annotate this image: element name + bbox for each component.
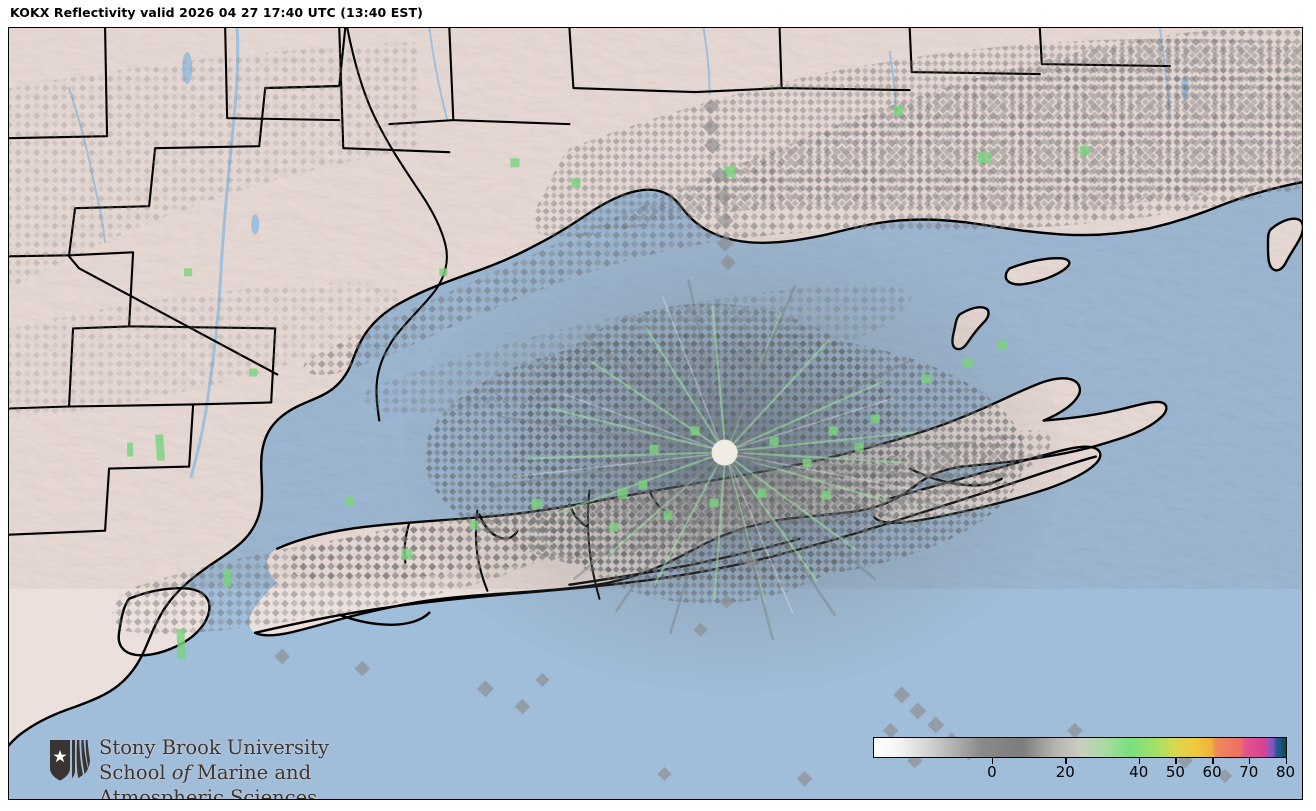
radar-map-canvas[interactable] (9, 28, 1302, 799)
colorbar-gradient (873, 737, 1287, 758)
boundary-13 (9, 403, 195, 536)
colorbar-tick-label: 70 (1239, 763, 1259, 781)
colorbar-tick (1248, 758, 1251, 764)
radar-map-frame[interactable]: 0 20 40 50 60 70 80 Stony Brook University Sch… (8, 27, 1303, 800)
colorbar-tick (1065, 758, 1067, 764)
radar-site-cone-of-silence (711, 439, 738, 466)
reflectivity-colorbar: 0 20 40 50 60 70 80 (873, 737, 1297, 789)
echo-speckle-group (9, 30, 1302, 634)
boundary-5 (568, 28, 697, 94)
echo-inland-north-2 (532, 38, 1302, 238)
echo-southwest (112, 515, 574, 634)
boundary-12 (67, 251, 135, 328)
page-title: KOKX Reflectivity valid 2026 04 27 17:40… (10, 5, 423, 20)
colorbar-tick (1285, 758, 1287, 764)
tributary-2 (428, 28, 449, 122)
lake-2 (251, 214, 260, 235)
colorbar-tick (1212, 758, 1214, 764)
coast-jamaica-bay (338, 611, 431, 626)
logo-line-2: School of Marine and (99, 760, 349, 785)
colorbar-tick (991, 758, 994, 764)
echo-green-cells (127, 106, 1090, 660)
colorbar-ticks (873, 758, 1287, 764)
echo-west-scatter-2 (9, 282, 401, 419)
colorbar-tick-labels: 0 20 40 50 60 70 80 (873, 763, 1295, 785)
colorbar-tick (1138, 758, 1141, 764)
coast-fishers-island (1004, 256, 1071, 286)
radar-echo-layer (9, 30, 1302, 787)
colorbar-tick-label: 40 (1129, 763, 1149, 781)
logo-line-2-italic: of (171, 761, 191, 784)
stony-brook-logo: Stony Brook University School of Marine … (49, 735, 349, 800)
colorbar-tick-label: 20 (1055, 763, 1075, 781)
echo-west-scatter (9, 42, 420, 289)
boundary-14 (192, 401, 273, 406)
echo-isolated-blocks (274, 98, 1269, 787)
logo-line-2-c: Marine and (190, 761, 312, 784)
colorbar-tick-label: 0 (987, 763, 997, 781)
logo-line-1: Stony Brook University (99, 736, 330, 759)
colorbar-tick-label: 50 (1165, 763, 1185, 781)
tributary-4 (702, 28, 711, 96)
colorbar-tick (1175, 758, 1177, 764)
coast-block-island (1266, 217, 1302, 272)
logo-line-2-a: School (99, 761, 172, 784)
echo-sound (363, 284, 912, 413)
title-bar: KOKX Reflectivity valid 2026 04 27 17:40… (0, 0, 1316, 27)
logo-line-3: Atmospheric Sciences (99, 786, 318, 800)
colorbar-tick-label: 80 (1275, 763, 1296, 781)
shield-star-icon (50, 740, 90, 781)
colorbar-tick-label: 60 (1202, 763, 1222, 781)
